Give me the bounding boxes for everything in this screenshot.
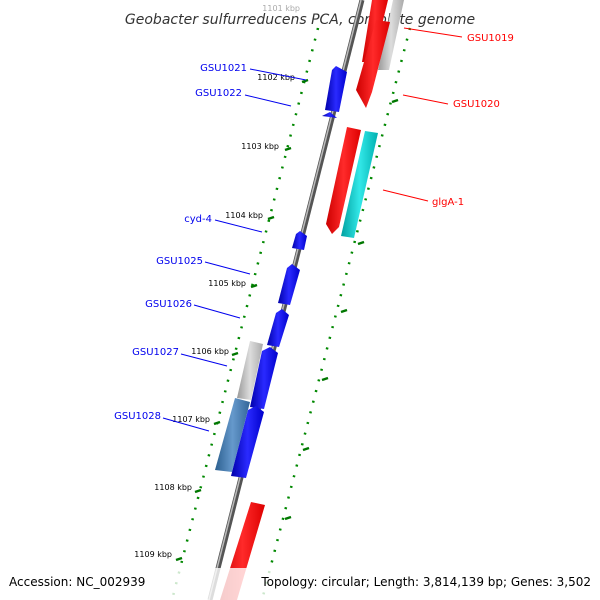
leader-glga-1 bbox=[382, 189, 429, 202]
leader-gsu1028 bbox=[162, 417, 210, 432]
gene-label-gsu1021[interactable]: GSU1021 bbox=[200, 63, 247, 74]
ruler-label-faint: 1101 kbp bbox=[262, 4, 300, 13]
ruler-ticks bbox=[175, 78, 399, 562]
tick-mark bbox=[302, 446, 310, 452]
footer: Accession: NC_002939 Topology: circular;… bbox=[0, 568, 600, 600]
ruler-label: 1109 kbp bbox=[134, 550, 172, 559]
footer-background bbox=[0, 568, 600, 600]
gene-label-gsu1020[interactable]: GSU1020 bbox=[453, 99, 500, 110]
ruler-label: 1107 kbp bbox=[172, 415, 210, 424]
gene-arrow-gsu1025[interactable] bbox=[278, 264, 300, 305]
leader-gsu1027 bbox=[180, 353, 228, 367]
gene-arrow-cyd-4[interactable] bbox=[292, 231, 307, 250]
leader-gsu1026 bbox=[193, 304, 241, 319]
gene-arrow-gsu1020[interactable] bbox=[356, 20, 390, 108]
topology-text: Topology: circular; Length: 3,814,139 bp… bbox=[260, 575, 591, 589]
leader-gsu1020 bbox=[402, 94, 449, 105]
tick-mark bbox=[357, 240, 365, 246]
label-leaders bbox=[162, 27, 463, 432]
reverse-genes bbox=[231, 66, 347, 478]
tick-mark bbox=[213, 420, 221, 426]
gene-label-gsu1025[interactable]: GSU1025 bbox=[156, 256, 203, 267]
map-title: Geobacter sulfurreducens PCA, complete g… bbox=[125, 12, 475, 28]
leader-gsu1021 bbox=[249, 68, 307, 81]
tick-mark bbox=[175, 556, 183, 562]
gene-label-glga-1[interactable]: glgA-1 bbox=[432, 197, 464, 208]
ruler-labels: 1101 kbp 1102 kbp 1103 kbp 1104 kbp 1105… bbox=[134, 4, 300, 559]
gene-arrow-gsu1022[interactable] bbox=[322, 112, 337, 118]
gene-label-cyd-4[interactable]: cyd-4 bbox=[184, 214, 212, 225]
gene-labels: GSU1019 GSU1020 glgA-1 GSU1021 GSU1022 c… bbox=[114, 33, 514, 422]
accession-text: Accession: NC_002939 bbox=[9, 575, 145, 589]
cyan-feature-bar bbox=[341, 131, 378, 238]
gene-arrow-glga-1[interactable] bbox=[326, 127, 361, 234]
tick-mark bbox=[301, 78, 309, 84]
tick-mark bbox=[391, 98, 399, 104]
ruler-label: 1102 kbp bbox=[257, 73, 295, 82]
gene-arrow-gsu1028[interactable] bbox=[231, 406, 264, 478]
ruler-label: 1108 kbp bbox=[154, 483, 192, 492]
gray-feature-bar bbox=[378, 0, 404, 70]
leader-gsu1022 bbox=[244, 94, 292, 107]
tick-mark bbox=[194, 488, 202, 494]
gene-arrow-gsu1026[interactable] bbox=[267, 309, 289, 347]
gene-label-gsu1027[interactable]: GSU1027 bbox=[132, 347, 179, 358]
tick-mark bbox=[267, 215, 275, 221]
ruler-label: 1106 kbp bbox=[191, 347, 229, 356]
feature-bars bbox=[215, 0, 404, 472]
tick-mark bbox=[321, 376, 329, 382]
gene-arrow-gsu1027[interactable] bbox=[250, 347, 278, 409]
gene-label-gsu1022[interactable]: GSU1022 bbox=[195, 88, 242, 99]
guide-tracks bbox=[170, 27, 412, 600]
tick-mark bbox=[250, 283, 258, 289]
guide-track-left bbox=[170, 27, 320, 600]
forward-genes bbox=[220, 0, 390, 600]
ruler-label: 1104 kbp bbox=[225, 211, 263, 220]
leader-gsu1019 bbox=[403, 27, 463, 38]
leader-cyd-4 bbox=[214, 219, 263, 233]
leader-gsu1025 bbox=[204, 261, 251, 275]
steel-feature-bar bbox=[215, 398, 250, 472]
tick-mark bbox=[231, 351, 239, 357]
tick-mark bbox=[284, 515, 292, 521]
gene-label-gsu1026[interactable]: GSU1026 bbox=[145, 299, 192, 310]
tick-mark bbox=[340, 308, 348, 314]
gene-arrow-gsu1021[interactable] bbox=[325, 66, 347, 112]
gene-label-gsu1019[interactable]: GSU1019 bbox=[467, 33, 514, 44]
ruler-label: 1105 kbp bbox=[208, 279, 246, 288]
gray-feature-bar bbox=[237, 341, 263, 400]
gene-label-gsu1028[interactable]: GSU1028 bbox=[114, 411, 161, 422]
tick-mark bbox=[284, 146, 292, 152]
ruler-label: 1103 kbp bbox=[241, 142, 279, 151]
